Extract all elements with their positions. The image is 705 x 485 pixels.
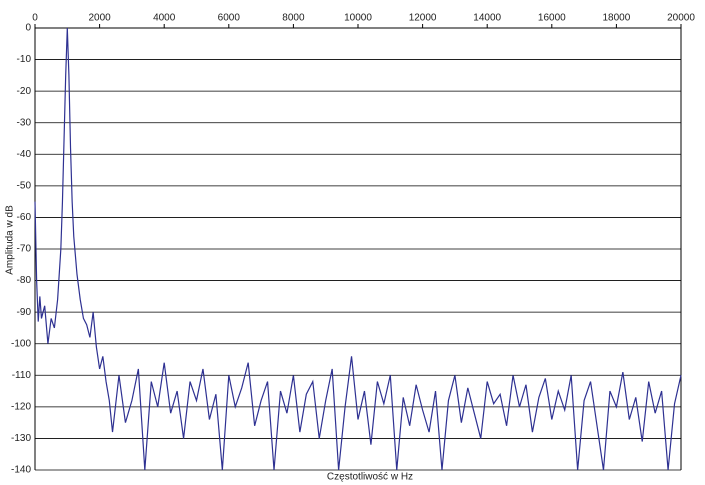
y-tick-label: -80 [17,275,32,286]
y-tick-label: -40 [17,149,32,160]
y-tick-label: -100 [11,338,31,349]
y-tick-label: -30 [17,117,32,128]
x-tick-label: 12000 [409,13,437,24]
x-tick-label: 0 [32,13,38,24]
y-tick-label: 0 [25,23,31,34]
y-tick-label: -140 [11,465,31,476]
x-tick-label: 6000 [218,13,241,24]
y-tick-label: -120 [11,401,31,412]
y-tick-label: -20 [17,86,32,97]
y-tick-label: -110 [12,370,32,381]
x-tick-label: 16000 [538,13,566,24]
x-tick-label: 18000 [602,13,630,24]
y-tick-label: -70 [17,244,32,255]
spectrum-line [34,27,682,471]
x-tick-label: 20000 [667,13,695,24]
x-tick-label: 10000 [344,13,372,24]
x-tick-label: 8000 [282,13,305,24]
x-tick-label: 14000 [473,13,501,24]
x-tick-label: 4000 [153,13,176,24]
y-axis-title: Amplituda w dB [5,205,16,275]
x-tick-label: 2000 [88,13,111,24]
y-tick-label: -90 [17,307,32,318]
y-tick-label: -130 [11,433,31,444]
y-tick-label: -60 [17,212,32,223]
x-axis-title: Częstotliwość w Hz [327,472,413,483]
y-tick-label: -10 [17,54,32,65]
y-tick-label: -50 [17,180,32,191]
